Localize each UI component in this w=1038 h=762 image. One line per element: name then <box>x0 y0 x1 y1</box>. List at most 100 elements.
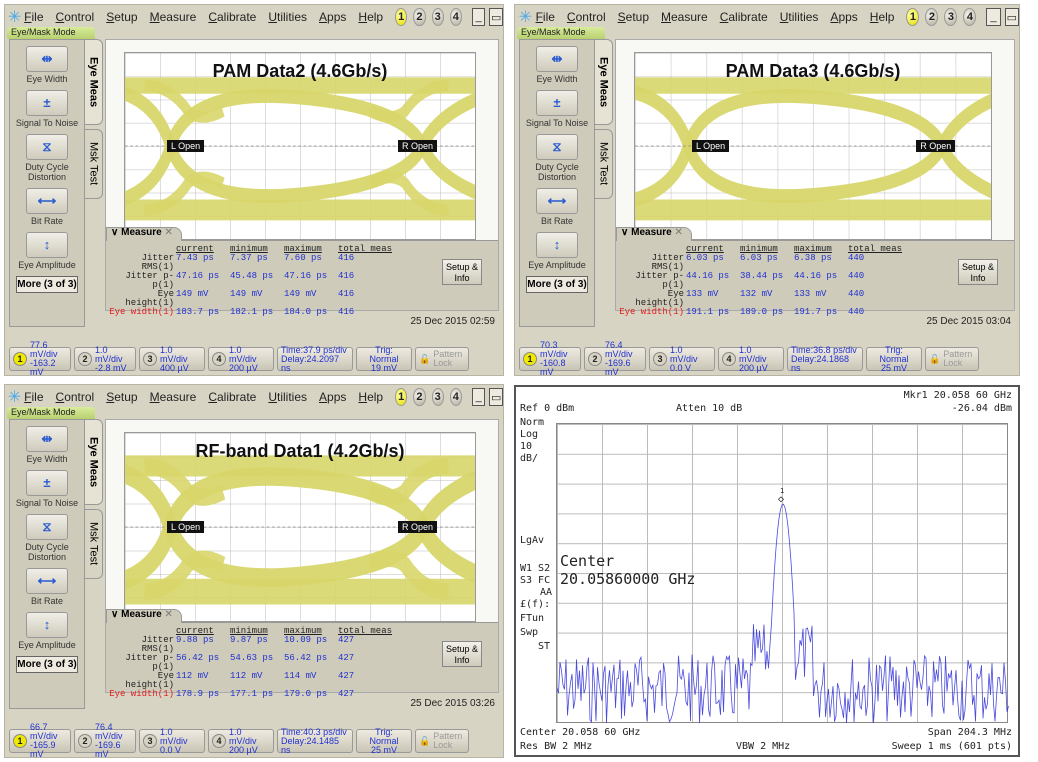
menu-utilities[interactable]: Utilities <box>268 10 308 24</box>
channel-4-scale-button[interactable]: 4 1.0 mV/div 200 µV <box>208 345 274 372</box>
menu-file[interactable]: File <box>24 10 44 24</box>
setup-info-button[interactable]: Setup & Info <box>958 259 998 285</box>
menu-help[interactable]: Help <box>869 10 895 24</box>
channel-2-button[interactable]: 2 <box>413 388 426 406</box>
setup-info-button[interactable]: Setup & Info <box>442 259 482 285</box>
minimize-button[interactable]: _ <box>471 388 486 406</box>
channel-1-scale-button[interactable]: 1 77.6 mV/div -163.2 mV <box>9 341 71 375</box>
sidebar-eye-amplitude-button[interactable]: ↕ Eye Amplitude <box>520 232 594 270</box>
channel-3-scale-button[interactable]: 3 1.0 mV/div 0.0 V <box>139 727 205 754</box>
menu-measure[interactable]: Measure <box>149 10 197 24</box>
minimize-button[interactable]: _ <box>986 8 1001 26</box>
timebase-button[interactable]: Time:37.9 ps/div Delay:24.2097 ns <box>277 345 353 372</box>
tab-eye-meas[interactable]: Eye Meas <box>85 419 103 505</box>
channel-1-button[interactable]: 1 <box>395 388 408 406</box>
r-open-marker[interactable]: R Open <box>398 521 438 534</box>
sidebar-signal-to-noise-button[interactable]: ± Signal To Noise <box>10 470 84 508</box>
l-open-marker[interactable]: L Open <box>167 521 205 534</box>
channel-3-scale-button[interactable]: 3 1.0 mV/div 400 µV <box>139 345 205 372</box>
menu-setup[interactable]: Setup <box>617 10 649 24</box>
minimize-button[interactable]: _ <box>471 8 486 26</box>
sidebar-eye-amplitude-button[interactable]: ↕ Eye Amplitude <box>10 612 84 650</box>
menu-utilities[interactable]: Utilities <box>268 390 308 404</box>
tab-eye-meas[interactable]: Eye Meas <box>595 39 613 125</box>
timebase-button[interactable]: Time:36.8 ps/div Delay:24.1868 ns <box>787 345 863 372</box>
menu-calibrate[interactable]: Calibrate <box>719 10 768 24</box>
menu-file[interactable]: File <box>24 390 44 404</box>
menu-calibrate[interactable]: Calibrate <box>208 390 257 404</box>
pattern-lock-button[interactable]: 🔓 Pattern Lock <box>415 347 469 371</box>
menu-apps[interactable]: Apps <box>830 10 858 24</box>
channel-4-scale-button[interactable]: 4 1.0 mV/div 200 µV <box>208 727 274 754</box>
r-open-marker[interactable]: R Open <box>916 140 956 153</box>
sidebar-signal-to-noise-button[interactable]: ± Signal To Noise <box>10 90 84 128</box>
l-open-marker[interactable]: L Open <box>167 140 205 153</box>
sidebar-bit-rate-button[interactable]: ⟷ Bit Rate <box>520 188 594 226</box>
channel-3-button[interactable]: 3 <box>431 388 444 406</box>
menu-setup[interactable]: Setup <box>106 390 138 404</box>
l-open-marker[interactable]: L Open <box>691 140 730 153</box>
menu-apps[interactable]: Apps <box>319 390 347 404</box>
sidebar-duty-cycle-button[interactable]: ⧖ Duty Cycle Distortion <box>10 134 84 182</box>
trigger-button[interactable]: Trig: Normal 25 mV <box>356 727 412 754</box>
measure-tab[interactable]: ∨ Measure ✕ <box>616 227 692 241</box>
channel-3-scale-button[interactable]: 3 1.0 mV/div 0.0 V <box>649 345 715 372</box>
menu-file[interactable]: File <box>535 10 555 24</box>
menu-help[interactable]: Help <box>358 10 384 24</box>
sidebar-eye-width-button[interactable]: ⇹ Eye Width <box>520 46 594 84</box>
menu-measure[interactable]: Measure <box>149 390 197 404</box>
sidebar-eye-width-button[interactable]: ⇹ Eye Width <box>10 46 84 84</box>
menu-setup[interactable]: Setup <box>106 10 138 24</box>
more-button[interactable]: More (3 of 3) <box>16 276 78 293</box>
restore-button[interactable]: ▭ <box>489 388 503 406</box>
r-open-marker[interactable]: R Open <box>398 140 438 153</box>
channel-1-scale-button[interactable]: 1 70.3 mV/div -160.8 mV <box>519 341 581 375</box>
sidebar-duty-cycle-button[interactable]: ⧖ Duty Cycle Distortion <box>10 514 84 562</box>
tab-msk-test[interactable]: Msk Test <box>595 129 613 199</box>
sidebar-eye-width-button[interactable]: ⇹ Eye Width <box>10 426 84 464</box>
channel-2-scale-button[interactable]: 2 76.4 mV/div -169.6 mV <box>74 723 136 757</box>
more-button[interactable]: More (3 of 3) <box>16 656 78 673</box>
menu-control[interactable]: Control <box>566 10 606 24</box>
close-icon[interactable]: ✕ <box>164 227 173 238</box>
menu-help[interactable]: Help <box>358 390 384 404</box>
timebase-button[interactable]: Time:40.3 ps/div Delay:24.1485 ns <box>277 727 353 754</box>
menu-control[interactable]: Control <box>55 390 95 404</box>
trigger-button[interactable]: Trig: Normal 19 mV <box>356 345 412 372</box>
channel-4-button[interactable]: 4 <box>449 8 462 26</box>
sidebar-duty-cycle-button[interactable]: ⧖ Duty Cycle Distortion <box>520 134 594 182</box>
channel-2-button[interactable]: 2 <box>925 8 939 26</box>
sidebar-bit-rate-button[interactable]: ⟷ Bit Rate <box>10 188 84 226</box>
channel-1-scale-button[interactable]: 1 66.7 mV/div -165.9 mV <box>9 723 71 757</box>
tab-eye-meas[interactable]: Eye Meas <box>85 39 103 125</box>
measure-tab[interactable]: ∨ Measure ✕ <box>106 227 182 241</box>
restore-button[interactable]: ▭ <box>1004 8 1019 26</box>
menu-measure[interactable]: Measure <box>661 10 708 24</box>
setup-info-button[interactable]: Setup & Info <box>442 641 482 667</box>
channel-1-button[interactable]: 1 <box>906 8 920 26</box>
close-icon[interactable]: ✕ <box>164 609 173 620</box>
menu-control[interactable]: Control <box>55 10 95 24</box>
pattern-lock-button[interactable]: 🔓 Pattern Lock <box>925 347 979 371</box>
channel-3-button[interactable]: 3 <box>431 8 444 26</box>
close-icon[interactable]: ✕ <box>674 227 683 238</box>
menu-utilities[interactable]: Utilities <box>779 10 819 24</box>
channel-2-scale-button[interactable]: 2 76.4 mV/div -169.6 mV <box>584 341 646 375</box>
sidebar-eye-amplitude-button[interactable]: ↕ Eye Amplitude <box>10 232 84 270</box>
menu-apps[interactable]: Apps <box>319 10 347 24</box>
channel-4-button[interactable]: 4 <box>963 8 977 26</box>
channel-1-button[interactable]: 1 <box>395 8 408 26</box>
tab-msk-test[interactable]: Msk Test <box>85 129 103 199</box>
channel-4-button[interactable]: 4 <box>449 388 462 406</box>
more-button[interactable]: More (3 of 3) <box>526 276 588 293</box>
channel-3-button[interactable]: 3 <box>944 8 958 26</box>
channel-2-scale-button[interactable]: 2 1.0 mV/div -2.8 mV <box>74 345 136 372</box>
pattern-lock-button[interactable]: 🔓 Pattern Lock <box>415 729 469 753</box>
measure-tab[interactable]: ∨ Measure ✕ <box>106 609 182 623</box>
tab-msk-test[interactable]: Msk Test <box>85 509 103 579</box>
sidebar-bit-rate-button[interactable]: ⟷ Bit Rate <box>10 568 84 606</box>
menu-calibrate[interactable]: Calibrate <box>208 10 257 24</box>
restore-button[interactable]: ▭ <box>489 8 503 26</box>
sidebar-signal-to-noise-button[interactable]: ± Signal To Noise <box>520 90 594 128</box>
trigger-button[interactable]: Trig: Normal 25 mV <box>866 345 922 372</box>
